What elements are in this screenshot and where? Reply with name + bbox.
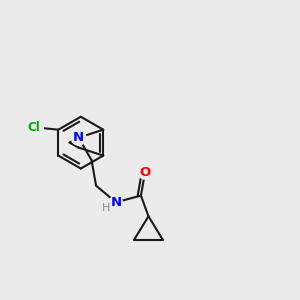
Text: N: N <box>110 196 122 209</box>
Circle shape <box>25 118 43 137</box>
Text: H: H <box>102 203 111 213</box>
Text: N: N <box>73 131 84 144</box>
Text: Cl: Cl <box>28 121 40 134</box>
Circle shape <box>139 166 152 179</box>
Circle shape <box>71 130 86 145</box>
Circle shape <box>110 196 122 209</box>
Text: O: O <box>140 166 151 179</box>
